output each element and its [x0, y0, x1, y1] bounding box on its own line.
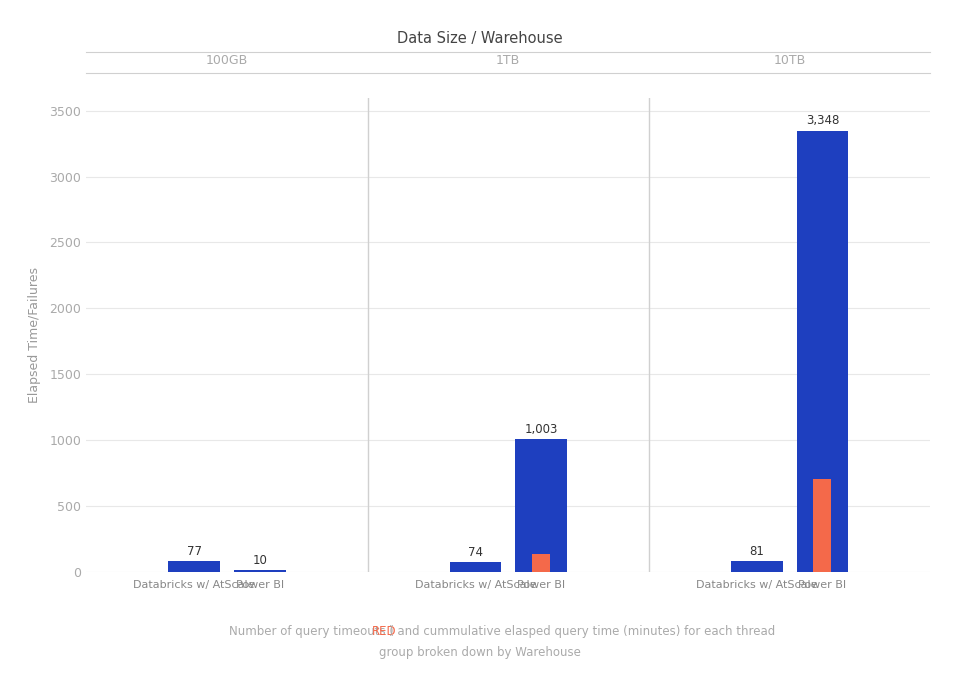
Text: 74: 74	[468, 546, 483, 558]
Bar	[450, 562, 502, 572]
Bar	[169, 561, 220, 572]
Y-axis label: Elapsed Time/Failures: Elapsed Time/Failures	[28, 266, 41, 403]
Text: 1,003: 1,003	[525, 423, 558, 436]
Text: 81: 81	[749, 544, 764, 558]
Text: Number of query timeouts (: Number of query timeouts (	[228, 625, 393, 638]
Bar	[797, 131, 848, 572]
Bar	[532, 554, 550, 572]
Bar	[813, 480, 831, 572]
Bar	[234, 570, 286, 572]
Text: ) and cummulative elasped query time (minutes) for each thread: ) and cummulative elasped query time (mi…	[388, 625, 775, 638]
Text: RED: RED	[372, 625, 397, 638]
Text: 3,348: 3,348	[806, 114, 839, 128]
Text: group broken down by Warehouse: group broken down by Warehouse	[379, 645, 580, 659]
Text: 100GB: 100GB	[206, 54, 248, 67]
Bar	[731, 561, 783, 572]
Text: 1TB: 1TB	[496, 54, 521, 67]
Bar	[515, 440, 567, 572]
Text: 10TB: 10TB	[774, 54, 806, 67]
Text: 10: 10	[252, 554, 268, 567]
Text: 77: 77	[187, 545, 201, 558]
Text: Data Size / Warehouse: Data Size / Warehouse	[397, 31, 562, 47]
